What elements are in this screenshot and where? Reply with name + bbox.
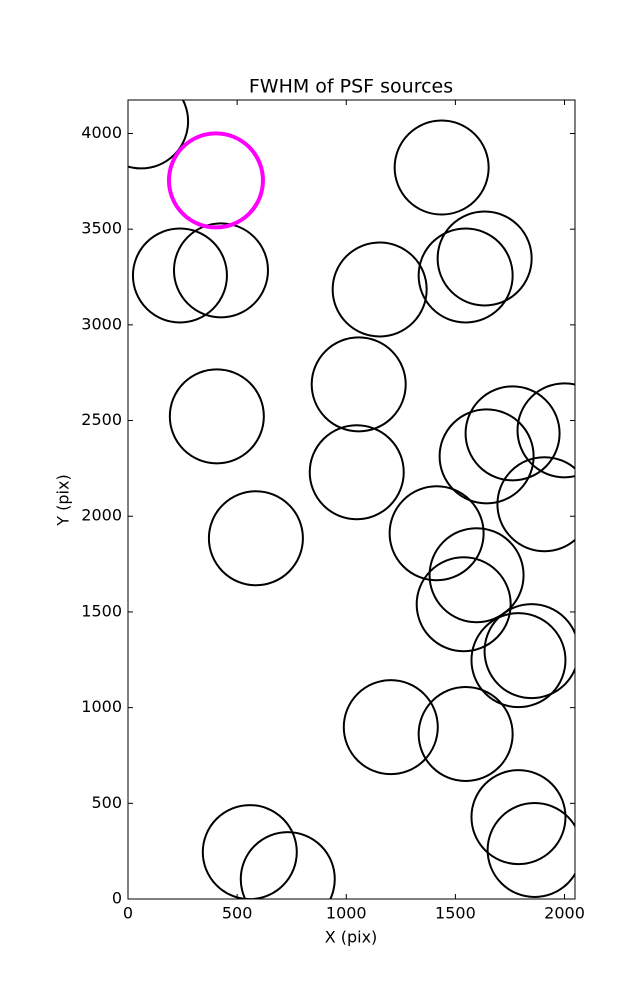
plot-area — [128, 100, 575, 899]
psf-source — [331, 241, 428, 338]
psf-source — [483, 603, 575, 700]
psf-source — [464, 385, 561, 482]
axes-frame — [127, 99, 576, 900]
psf-source — [393, 119, 490, 216]
psf-source — [207, 490, 304, 587]
x-axis-label: X (pix) — [325, 928, 378, 947]
psf-source — [239, 831, 336, 899]
chart-title: FWHM of PSF sources — [249, 76, 453, 98]
psf-source — [417, 686, 514, 783]
y-tick-label: 4000 — [81, 123, 122, 142]
y-tick-label: 3500 — [81, 219, 122, 238]
psf-source — [201, 804, 298, 899]
psf-source — [428, 527, 525, 624]
psf-source — [516, 382, 575, 479]
psf-source — [470, 612, 567, 709]
psf-source — [308, 424, 405, 521]
y-tick-label: 2000 — [81, 506, 122, 525]
x-tick-label: 0 — [123, 904, 133, 923]
y-tick-label: 1500 — [81, 601, 122, 620]
psf-source — [131, 227, 228, 324]
x-tick-label: 1500 — [435, 904, 476, 923]
psf-source — [172, 222, 269, 319]
y-tick-label: 3000 — [81, 314, 122, 333]
psf-source — [342, 679, 439, 776]
psf-source — [438, 408, 535, 505]
psf-source — [310, 336, 407, 433]
psf-source — [415, 556, 512, 653]
psf-source — [486, 802, 575, 898]
x-tick-label: 1000 — [326, 904, 367, 923]
y-axis-label: Y (pix) — [54, 474, 73, 526]
psf-source — [496, 456, 575, 553]
y-tick-label: 0 — [112, 889, 122, 908]
y-tick-label: 2500 — [81, 410, 122, 429]
psf-source — [388, 485, 485, 582]
psf-source — [470, 769, 567, 866]
psf-source — [417, 227, 514, 324]
psf-source — [436, 210, 533, 307]
y-tick-label: 500 — [91, 793, 122, 812]
x-tick-label: 2000 — [544, 904, 585, 923]
x-tick-label: 500 — [222, 904, 253, 923]
y-tick-label: 1000 — [81, 697, 122, 716]
psf-source — [166, 131, 265, 230]
psf-source — [168, 368, 265, 465]
psf-source — [128, 100, 190, 170]
